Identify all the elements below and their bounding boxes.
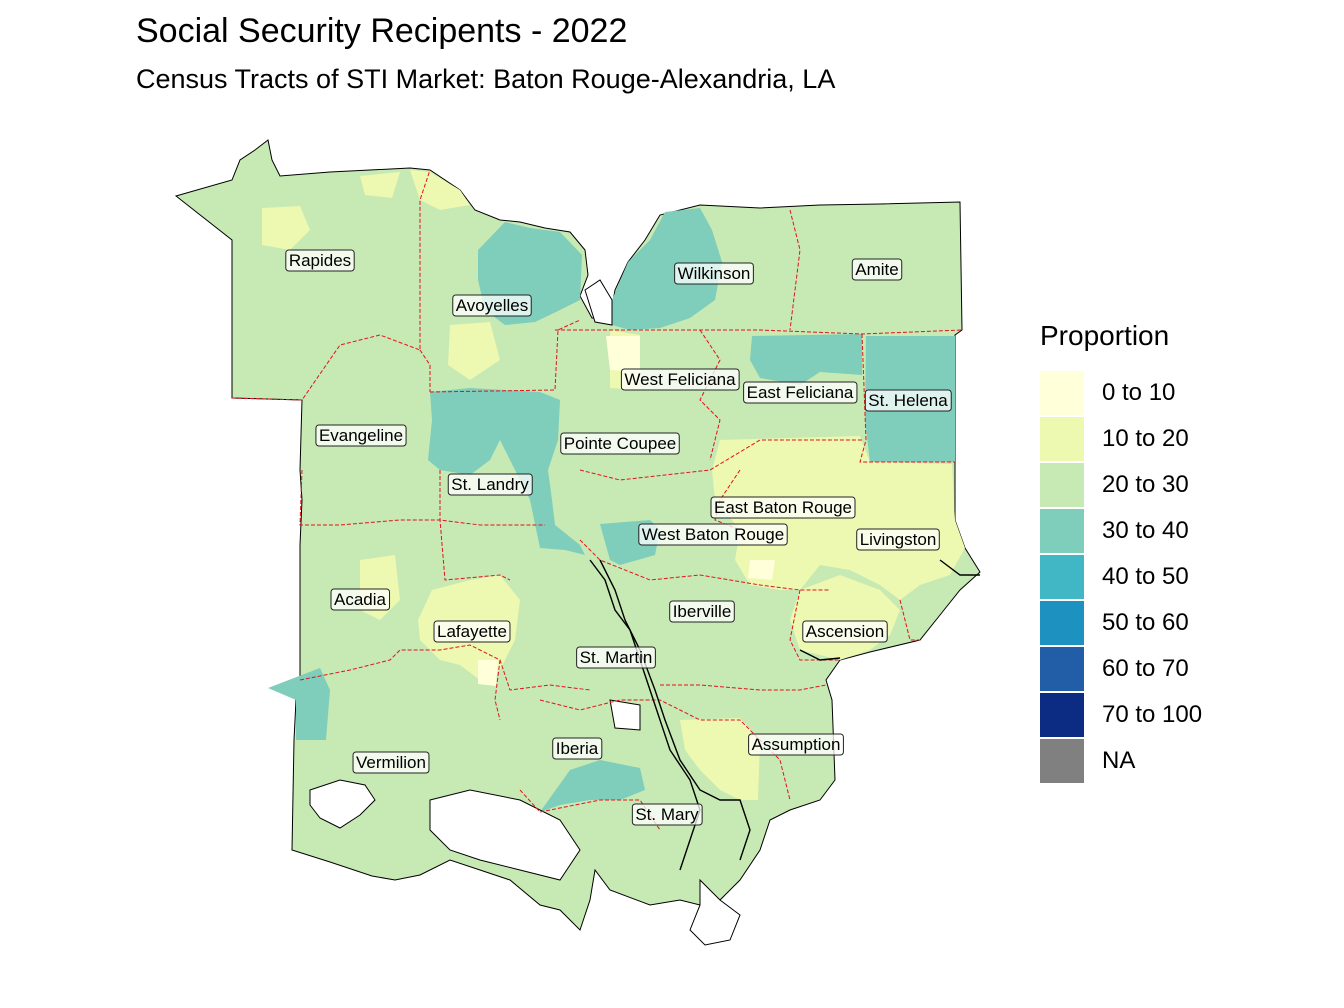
parish-label: Iberia	[552, 737, 603, 760]
svg-text:Assumption: Assumption	[752, 735, 841, 754]
legend-label: 40 to 50	[1102, 563, 1189, 590]
legend-swatch	[1040, 509, 1084, 553]
legend-label: 10 to 20	[1102, 425, 1189, 452]
svg-text:Livingston: Livingston	[860, 530, 937, 549]
parish-label: Evangeline	[315, 424, 407, 447]
svg-text:Evangeline: Evangeline	[319, 426, 403, 445]
svg-text:St. Martin: St. Martin	[580, 648, 653, 667]
svg-text:East Baton Rouge: East Baton Rouge	[714, 498, 852, 517]
legend-label: 0 to 10	[1102, 379, 1176, 406]
parish-label: St. Mary	[631, 803, 703, 826]
choropleth-map: Rapides Avoyelles Wilkinson Amite West Felic…	[174, 139, 981, 946]
legend-label: 20 to 30	[1102, 471, 1189, 498]
parish-label: Avoyelles	[452, 294, 532, 317]
legend-label: 70 to 100	[1102, 701, 1203, 728]
legend-item: 40 to 50	[1040, 554, 1202, 600]
map-title: Social Security Recipents - 2022	[136, 12, 628, 50]
svg-text:Iberia: Iberia	[556, 739, 599, 758]
svg-text:Acadia: Acadia	[334, 590, 387, 609]
legend-swatch	[1040, 647, 1084, 691]
legend-swatch	[1040, 417, 1084, 461]
legend-swatch	[1040, 463, 1084, 507]
legend-item: 60 to 70	[1040, 646, 1202, 692]
svg-text:Amite: Amite	[855, 260, 898, 279]
parish-label: Amite	[851, 258, 903, 281]
legend-item: 50 to 60	[1040, 600, 1202, 646]
parish-label: East Feliciana	[743, 381, 858, 404]
parish-label: Assumption	[748, 733, 844, 756]
svg-text:Iberville: Iberville	[673, 602, 732, 621]
svg-text:Rapides: Rapides	[289, 251, 351, 270]
legend-label: 50 to 60	[1102, 609, 1189, 636]
svg-text:West Baton Rouge: West Baton Rouge	[642, 525, 784, 544]
parish-label: Rapides	[285, 249, 355, 272]
legend-item: 70 to 100	[1040, 692, 1202, 738]
svg-text:Ascension: Ascension	[806, 622, 884, 641]
legend-item: 20 to 30	[1040, 462, 1202, 508]
legend: Proportion 0 to 10 10 to 20 20 to 30 30 to …	[1040, 320, 1202, 784]
svg-text:Pointe Coupee: Pointe Coupee	[564, 434, 676, 453]
svg-text:Avoyelles: Avoyelles	[456, 296, 528, 315]
legend-swatch	[1040, 555, 1084, 599]
parish-label: West Feliciana	[620, 368, 740, 391]
svg-text:Lafayette: Lafayette	[437, 622, 507, 641]
parish-label: Wilkinson	[674, 262, 754, 285]
parish-label: Pointe Coupee	[560, 432, 680, 455]
water-bodies	[309, 279, 741, 946]
svg-text:Wilkinson: Wilkinson	[678, 264, 751, 283]
legend-item: 30 to 40	[1040, 508, 1202, 554]
legend-label: 30 to 40	[1102, 517, 1189, 544]
svg-text:St. Helena: St. Helena	[868, 391, 948, 410]
map-subtitle: Census Tracts of STI Market: Baton Rouge…	[136, 64, 836, 94]
svg-text:St. Landry: St. Landry	[451, 475, 529, 494]
legend-swatch	[1040, 739, 1084, 783]
parish-label: Livingston	[856, 528, 940, 551]
svg-text:East Feliciana: East Feliciana	[747, 383, 854, 402]
parish-label: St. Helena	[864, 389, 952, 412]
svg-text:St. Mary: St. Mary	[635, 805, 699, 824]
parish-label: Vermilion	[352, 751, 430, 774]
svg-text:West Feliciana: West Feliciana	[624, 370, 736, 389]
parish-label: East Baton Rouge	[710, 496, 856, 519]
legend-item: 10 to 20	[1040, 416, 1202, 462]
legend-swatch	[1040, 371, 1084, 415]
parish-label: St. Landry	[447, 473, 533, 496]
parish-label: Iberville	[669, 600, 735, 623]
class-0-10-areas	[478, 336, 775, 686]
legend-swatch	[1040, 693, 1084, 737]
legend-title: Proportion	[1040, 320, 1170, 351]
parish-label: St. Martin	[576, 646, 656, 669]
legend-label: NA	[1102, 747, 1136, 774]
legend-label: 60 to 70	[1102, 655, 1189, 682]
parish-label: Acadia	[330, 588, 391, 611]
legend-item: 0 to 10	[1040, 370, 1202, 416]
legend-item: NA	[1040, 738, 1202, 784]
svg-text:Vermilion: Vermilion	[356, 753, 426, 772]
legend-swatch	[1040, 601, 1084, 645]
parish-label: Ascension	[802, 620, 888, 643]
parish-label: West Baton Rouge	[638, 523, 788, 546]
parish-label: Lafayette	[433, 620, 511, 643]
